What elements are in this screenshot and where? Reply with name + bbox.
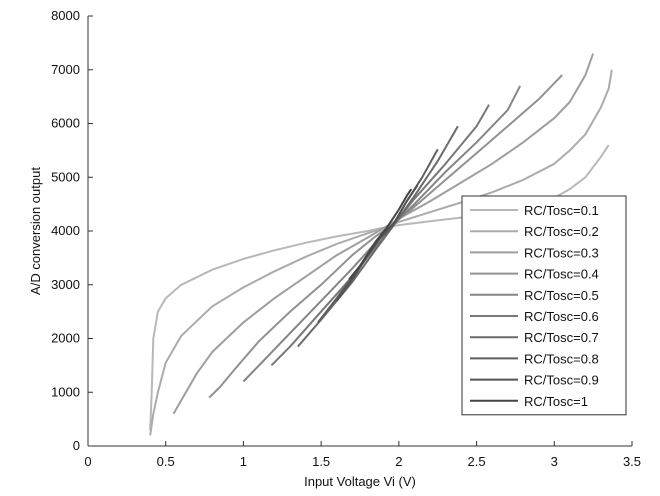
- axes: 0 0.5 1 1.5 2 2.5 3 3.5 0 1000 2000 3000 4000 5000 600…: [51, 8, 641, 469]
- series-line-7: [297, 125, 459, 348]
- y-tick-label: 4000: [51, 223, 80, 238]
- legend-label: RC/Tosc=0.5: [524, 288, 599, 303]
- y-tick-label: 0: [73, 438, 80, 453]
- x-tick-label: 0.5: [157, 454, 175, 469]
- x-axis-label: Input Voltage Vi (V): [304, 474, 416, 489]
- y-tick-label: 8000: [51, 8, 80, 23]
- legend-label: RC/Tosc=0.7: [524, 330, 599, 345]
- legend-label: RC/Tosc=0.2: [524, 224, 599, 239]
- legend-label: RC/Tosc=0.1: [524, 203, 599, 218]
- legend-label: RC/Tosc=0.9: [524, 373, 599, 388]
- y-tick-label: 1000: [51, 384, 80, 399]
- y-axis-label: A/D conversion output: [28, 167, 43, 295]
- y-tick-label: 3000: [51, 277, 80, 292]
- legend-label: RC/Tosc=0.8: [524, 351, 599, 366]
- x-tick-label: 1.5: [312, 454, 330, 469]
- x-tick-label: 2: [395, 454, 402, 469]
- series-line-8: [317, 148, 439, 324]
- legend-box: [461, 195, 627, 416]
- series-line-3: [172, 53, 595, 415]
- x-tick-label: 1: [240, 454, 247, 469]
- legend: RC/Tosc=0.1 RC/Tosc=0.2 RC/Tosc=0.3 RC/Tosc…: [461, 195, 627, 416]
- x-tick-label: 2.5: [468, 454, 486, 469]
- legend-label: RC/Tosc=0.3: [524, 245, 599, 260]
- series-line-10: [348, 188, 413, 281]
- legend-label: RC/Tosc=0.4: [524, 267, 599, 282]
- x-tick-label: 3.5: [623, 454, 641, 469]
- series-line-9: [335, 184, 419, 302]
- series-lines: [149, 53, 613, 436]
- x-tick-label: 0: [84, 454, 91, 469]
- legend-label: RC/Tosc=1: [524, 394, 588, 409]
- y-tick-label: 2000: [51, 331, 80, 346]
- x-tick-label: 3: [551, 454, 558, 469]
- y-tick-label: 7000: [51, 62, 80, 77]
- series-line-1: [149, 144, 610, 430]
- legend-label: RC/Tosc=0.6: [524, 309, 599, 324]
- y-tick-label: 6000: [51, 116, 80, 131]
- y-tick-label: 5000: [51, 169, 80, 184]
